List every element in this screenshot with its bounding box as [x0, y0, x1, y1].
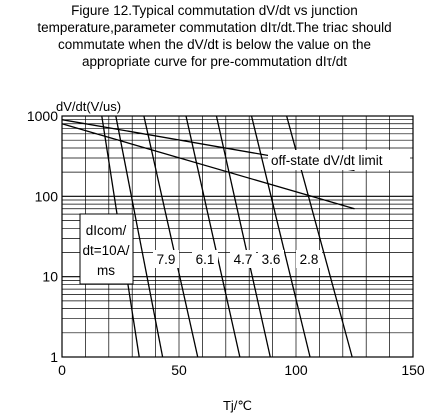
y-tick-label: 1	[50, 349, 58, 365]
legend-text: dIcom/	[86, 223, 127, 238]
legend-text: ms	[97, 263, 115, 278]
x-axis-label: Tj/℃	[223, 398, 252, 413]
title-line-3: commutate when the dV/dt is below the va…	[58, 37, 371, 52]
curve-label-background	[230, 250, 256, 268]
offstate-label: off-state dV/dt limit	[271, 153, 383, 168]
title-line-2: temperature,parameter commutation dIτ/dt…	[37, 20, 392, 35]
series-line	[250, 115, 311, 358]
x-tick-label: 100	[284, 362, 308, 378]
curve-label: 4.7	[234, 252, 253, 267]
y-tick-label: 10	[42, 269, 58, 285]
annotations: off-state dV/dt limit dIcom/dt=10A/ms 7.9 6…	[79, 150, 410, 285]
y-tick-labels: 1 10 100 1000	[27, 108, 58, 365]
offstate-label-background	[268, 150, 410, 170]
y-axis-label: dV/dt(V/us)	[56, 99, 121, 114]
curve-label-background	[296, 250, 322, 268]
series-line	[215, 115, 271, 358]
curve-label: 3.6	[262, 252, 281, 267]
offstate-limit-line	[61, 123, 355, 210]
curve-label-background	[258, 250, 284, 268]
series-line	[143, 115, 199, 358]
curve-label-background	[192, 250, 218, 268]
curve-label-background	[153, 250, 179, 268]
plot-frame	[61, 115, 414, 358]
y-tick-label: 1000	[27, 108, 58, 124]
y-tick-label: 100	[35, 188, 59, 204]
title-line-1: Figure 12.Typical commutation dV/dt vs j…	[71, 3, 358, 18]
curve-label: 2.8	[300, 252, 319, 267]
x-tick-label: 0	[58, 362, 66, 378]
x-tick-label: 50	[171, 362, 187, 378]
series-line	[115, 115, 164, 358]
curve-label: 6.1	[196, 252, 215, 267]
curve-label: 7.9	[157, 252, 176, 267]
series-line	[185, 115, 241, 358]
legend-text: dt=10A/	[83, 243, 130, 258]
x-tick-labels: 0 50 100 150	[58, 362, 425, 378]
title-line-4: appropriate curve for pre-commutation dI…	[82, 54, 347, 69]
chart-title: Figure 12.Typical commutation dV/dt vs j…	[0, 2, 429, 70]
x-tick-label: 150	[401, 362, 425, 378]
legend-box	[79, 213, 134, 285]
